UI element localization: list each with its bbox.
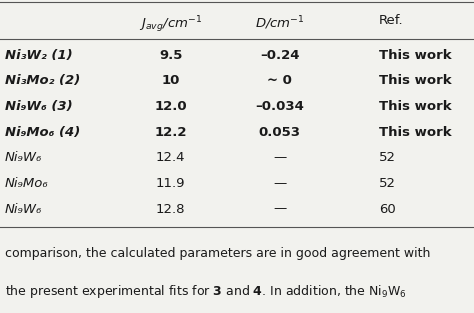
Text: D/cm$^{-1}$: D/cm$^{-1}$ bbox=[255, 14, 304, 32]
Text: 52: 52 bbox=[379, 177, 396, 190]
Text: 12.2: 12.2 bbox=[155, 126, 187, 139]
Text: comparison, the calculated parameters are in good agreement with: comparison, the calculated parameters ar… bbox=[5, 247, 430, 260]
Text: —: — bbox=[273, 203, 286, 216]
Text: –0.034: –0.034 bbox=[255, 100, 304, 113]
Text: –0.24: –0.24 bbox=[260, 49, 300, 62]
Text: ~ 0: ~ 0 bbox=[267, 74, 292, 87]
Text: the present experimental fits for $\mathbf{3}$ and $\mathbf{4}$. In addition, th: the present experimental fits for $\math… bbox=[5, 283, 407, 300]
Text: —: — bbox=[273, 151, 286, 164]
Text: This work: This work bbox=[379, 100, 452, 113]
Text: Ni₉Mo₆ (4): Ni₉Mo₆ (4) bbox=[5, 126, 80, 139]
Text: 12.4: 12.4 bbox=[156, 151, 185, 164]
Text: Ni₉Mo₆: Ni₉Mo₆ bbox=[5, 177, 48, 190]
Text: 11.9: 11.9 bbox=[156, 177, 185, 190]
Text: 60: 60 bbox=[379, 203, 396, 216]
Text: Ni₉W₆: Ni₉W₆ bbox=[5, 203, 42, 216]
Text: Ni₃Mo₂ (2): Ni₃Mo₂ (2) bbox=[5, 74, 80, 87]
Text: This work: This work bbox=[379, 49, 452, 62]
Text: 52: 52 bbox=[379, 151, 396, 164]
Text: Ref.: Ref. bbox=[379, 14, 404, 27]
Text: 12.0: 12.0 bbox=[155, 100, 187, 113]
Text: Ni₃W₂ (1): Ni₃W₂ (1) bbox=[5, 49, 73, 62]
Text: This work: This work bbox=[379, 74, 452, 87]
Text: This work: This work bbox=[379, 126, 452, 139]
Text: 9.5: 9.5 bbox=[159, 49, 182, 62]
Text: Ni₉W₆ (3): Ni₉W₆ (3) bbox=[5, 100, 73, 113]
Text: 12.8: 12.8 bbox=[156, 203, 185, 216]
Text: 10: 10 bbox=[162, 74, 180, 87]
Text: Ni₉W₆: Ni₉W₆ bbox=[5, 151, 42, 164]
Text: —: — bbox=[273, 177, 286, 190]
Text: J$_{\mathregular{avg}}$/cm$^{-1}$: J$_{\mathregular{avg}}$/cm$^{-1}$ bbox=[139, 14, 202, 35]
Text: 0.053: 0.053 bbox=[259, 126, 301, 139]
